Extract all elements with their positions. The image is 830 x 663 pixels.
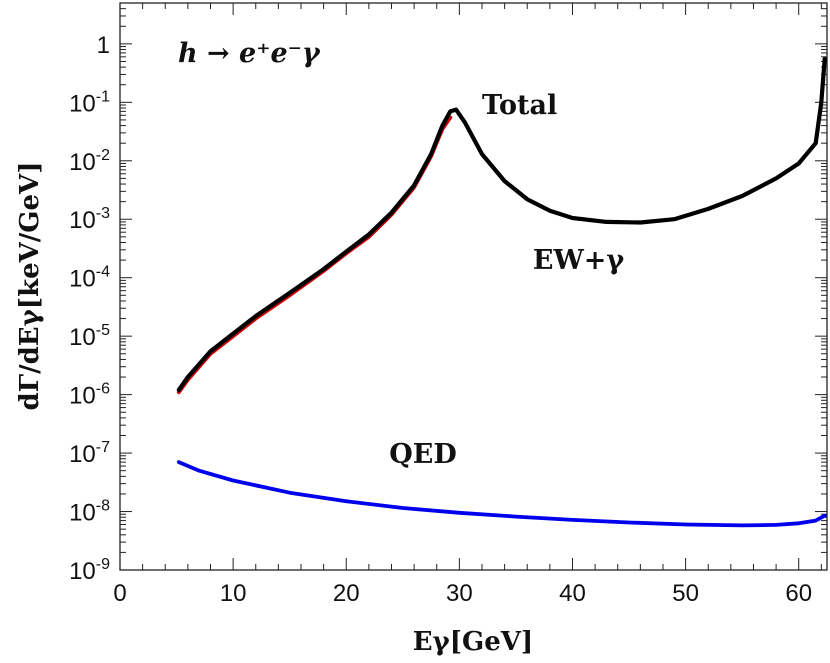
- series-line-total: [176, 56, 827, 393]
- y-axis-title: dΓ/dEγ[keV/GeV]: [15, 161, 45, 410]
- plot-frame: [119, 2, 828, 571]
- y-tick-label: 10-6: [69, 381, 110, 410]
- x-tick-label: 60: [785, 580, 812, 607]
- x-tick-label: 30: [446, 580, 473, 607]
- curve-annotations: Total EW+γ QED: [389, 90, 624, 470]
- y-tick-label: 10-5: [69, 322, 110, 351]
- series-lines: [176, 56, 827, 528]
- x-tick-label: 0: [113, 580, 126, 607]
- y-tick-label: 10-9: [69, 556, 110, 585]
- x-tick-label: 40: [559, 580, 586, 607]
- y-tick-labels: 10-9 10-8 10-7 10-6 10-5 10-4 10-3 10-2 10-1 1: [69, 32, 110, 585]
- x-tick-label: 20: [333, 580, 360, 607]
- y-tick-label: 10-8: [69, 498, 110, 527]
- series-line-qed: [176, 460, 827, 528]
- y-tick-label: 1: [97, 32, 110, 59]
- y-tick-label: 10-4: [69, 264, 110, 293]
- x-tick-labels: 0 10 20 30 40 50 60: [113, 580, 812, 607]
- tick-marks: [119, 2, 827, 571]
- x-tick-label: 50: [672, 580, 699, 607]
- process-label: h → e⁺e⁻γ: [178, 38, 321, 69]
- y-tick-label: 10-2: [69, 147, 110, 176]
- y-tick-label: 10-7: [69, 439, 110, 468]
- annotation-qed: QED: [389, 439, 457, 470]
- y-tick-label: 10-1: [69, 88, 110, 117]
- series-line-ew: [176, 115, 453, 395]
- x-axis-title: Eγ[GeV]: [413, 627, 534, 657]
- annotation-ew: EW+γ: [533, 245, 625, 276]
- x-tick-label: 10: [220, 580, 247, 607]
- y-tick-label: 10-3: [69, 205, 110, 234]
- annotation-total: Total: [482, 90, 557, 121]
